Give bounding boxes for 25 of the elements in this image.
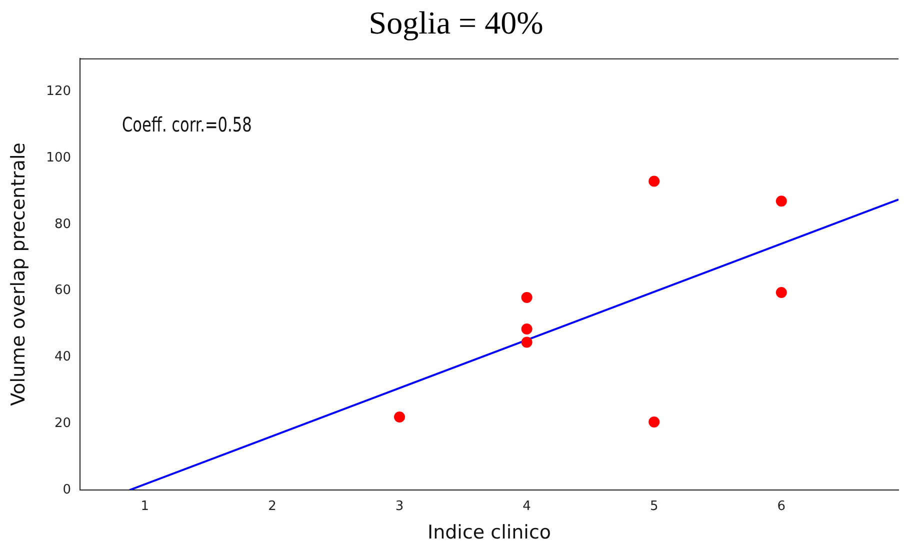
y-axis-title: Volume overlap precentrale (7, 142, 30, 406)
point (776, 286, 787, 298)
point (521, 336, 532, 348)
point (521, 292, 532, 303)
y-tick-label: 60 (54, 283, 71, 298)
point (648, 416, 660, 428)
point (648, 176, 660, 187)
x-axis-title: Indice clinico (427, 522, 552, 544)
point (394, 411, 406, 422)
x-tick-label: 6 (777, 499, 786, 514)
annotation: Coeff. corr.=0.58 (122, 114, 252, 137)
point (521, 323, 532, 334)
y-tick-label: 20 (54, 416, 71, 431)
y-tick-label: 40 (54, 350, 71, 365)
point (776, 196, 787, 207)
x-tick-label: 4 (522, 499, 531, 514)
x-tick-label: 5 (650, 499, 658, 514)
x-tick-label: 2 (268, 499, 276, 514)
x-tick-label: 3 (395, 499, 404, 514)
y-tick-label: 80 (54, 216, 71, 232)
y-tick-label: 0 (62, 482, 71, 498)
chart-title: Soglia = 40% (368, 4, 544, 41)
y-tick-label: 100 (46, 150, 71, 166)
x-tick-label: 1 (140, 499, 150, 514)
y-tick-label: 120 (46, 84, 71, 99)
